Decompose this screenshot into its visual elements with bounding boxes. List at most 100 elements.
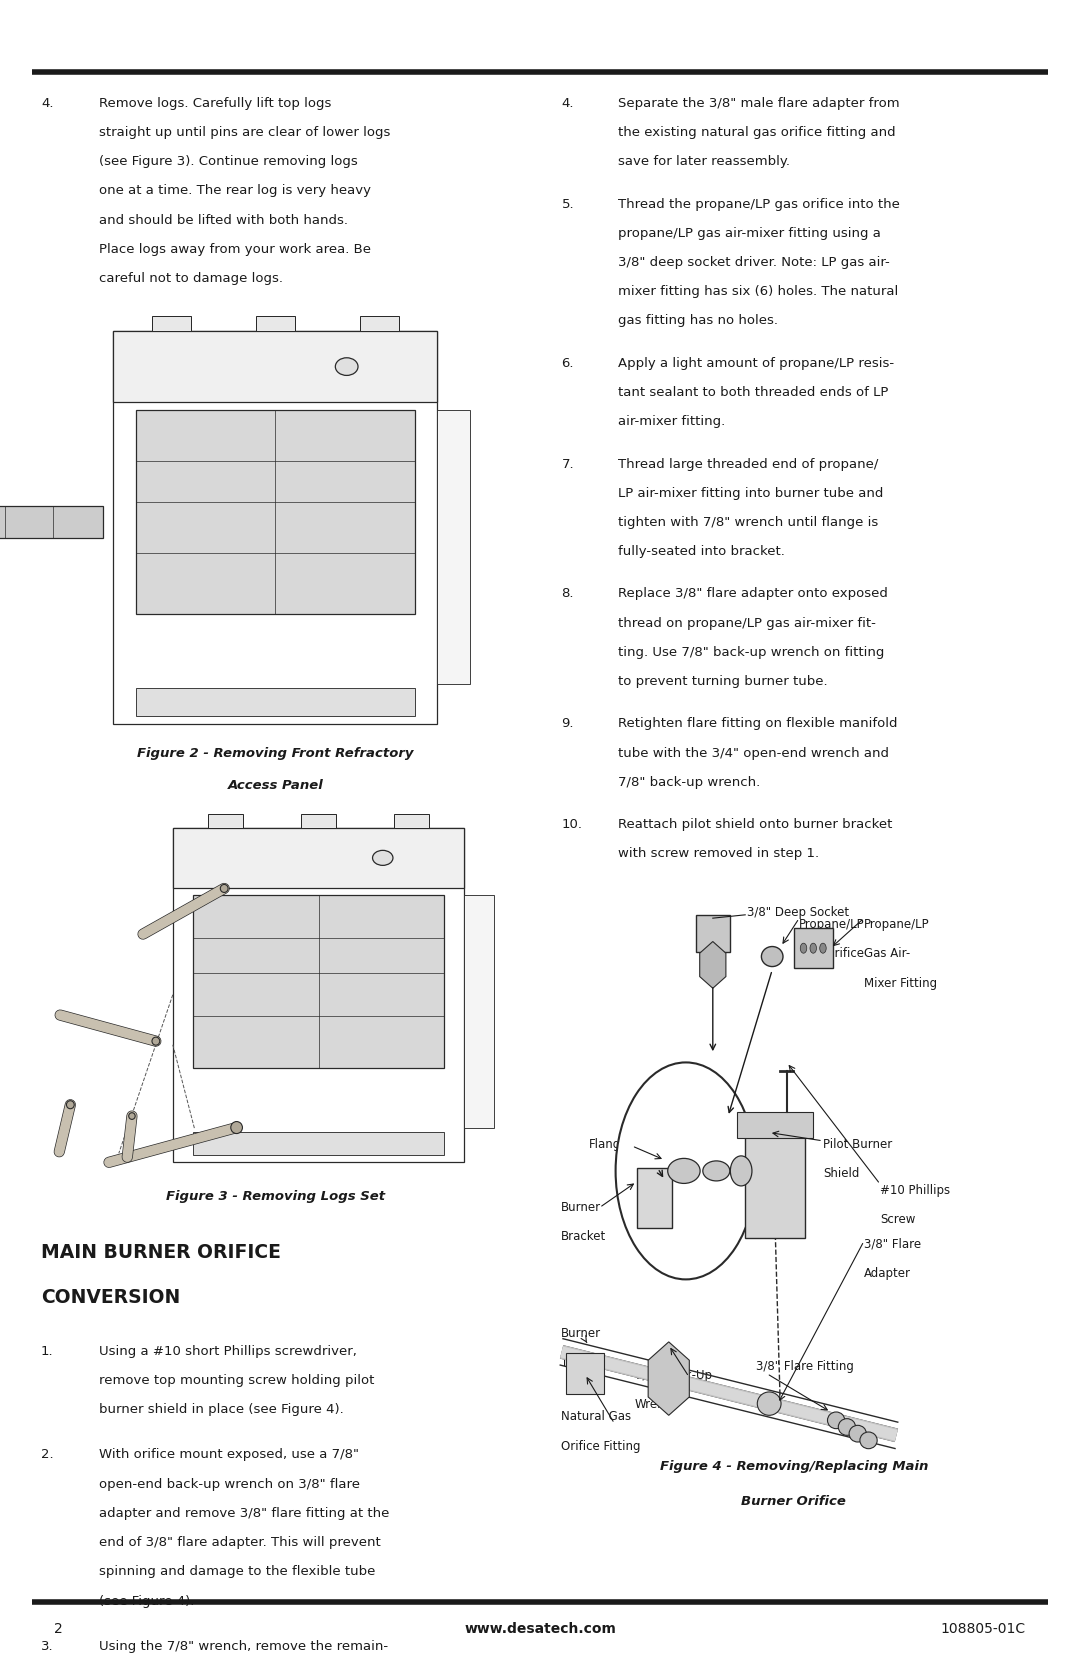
Text: With orifice mount exposed, use a 7/8": With orifice mount exposed, use a 7/8" xyxy=(99,1449,360,1462)
Text: Natural Gas: Natural Gas xyxy=(561,1410,631,1424)
Ellipse shape xyxy=(703,1162,730,1182)
Text: and should be lifted with both hands.: and should be lifted with both hands. xyxy=(99,214,349,227)
Text: air-mixer fitting.: air-mixer fitting. xyxy=(618,416,725,429)
Text: Access Panel: Access Panel xyxy=(228,779,323,793)
Bar xyxy=(113,332,437,724)
Text: Screw: Screw xyxy=(880,1213,916,1227)
Bar xyxy=(394,814,430,828)
Text: save for later reassembly.: save for later reassembly. xyxy=(618,155,789,169)
Ellipse shape xyxy=(761,946,783,966)
Text: Separate the 3/8" male flare adapter from: Separate the 3/8" male flare adapter fro… xyxy=(618,97,900,110)
Text: 3/8" deep socket driver. Note: LP gas air-: 3/8" deep socket driver. Note: LP gas ai… xyxy=(618,255,890,269)
Text: 3/8" Deep Socket: 3/8" Deep Socket xyxy=(747,906,850,920)
Text: Using the 7/8" wrench, remove the remain-: Using the 7/8" wrench, remove the remain… xyxy=(99,1641,389,1652)
Bar xyxy=(464,895,494,1128)
Text: Adapter: Adapter xyxy=(864,1267,912,1280)
Text: careful not to damage logs.: careful not to damage logs. xyxy=(99,272,283,285)
Text: Burner: Burner xyxy=(561,1327,600,1340)
Ellipse shape xyxy=(730,1157,752,1187)
Text: gas fitting has no holes.: gas fitting has no holes. xyxy=(618,314,778,327)
Text: Place logs away from your work area. Be: Place logs away from your work area. Be xyxy=(99,244,372,255)
Bar xyxy=(437,411,470,684)
Text: Shield: Shield xyxy=(823,1167,860,1180)
Text: Orifice Fitting: Orifice Fitting xyxy=(561,1439,640,1452)
Text: 7/8" back-up wrench.: 7/8" back-up wrench. xyxy=(618,776,760,789)
Ellipse shape xyxy=(373,851,393,866)
Text: 1.: 1. xyxy=(41,1345,54,1359)
Text: the existing natural gas orifice fitting and: the existing natural gas orifice fitting… xyxy=(618,127,895,139)
Text: tant sealant to both threaded ends of LP: tant sealant to both threaded ends of LP xyxy=(618,386,888,399)
Text: 2.: 2. xyxy=(41,1449,54,1462)
Text: Retighten flare fitting on flexible manifold: Retighten flare fitting on flexible mani… xyxy=(618,718,897,731)
Text: mixer fitting has six (6) holes. The natural: mixer fitting has six (6) holes. The nat… xyxy=(618,285,897,299)
Text: end of 3/8" flare adapter. This will prevent: end of 3/8" flare adapter. This will pre… xyxy=(99,1535,381,1549)
Text: Figure 4 - Removing/Replacing Main: Figure 4 - Removing/Replacing Main xyxy=(660,1460,928,1474)
Text: open-end back-up wrench on 3/8" flare: open-end back-up wrench on 3/8" flare xyxy=(99,1477,361,1490)
Text: 3/8" Flare: 3/8" Flare xyxy=(864,1238,921,1250)
Circle shape xyxy=(616,1063,756,1280)
Text: Burner: Burner xyxy=(561,1202,600,1213)
Text: Gas Orifice: Gas Orifice xyxy=(799,948,864,960)
Ellipse shape xyxy=(849,1425,866,1442)
Text: 10.: 10. xyxy=(562,818,582,831)
Bar xyxy=(113,332,437,402)
Text: thread on propane/LP gas air-mixer fit-: thread on propane/LP gas air-mixer fit- xyxy=(618,618,876,629)
Text: spinning and damage to the flexible tube: spinning and damage to the flexible tube xyxy=(99,1566,376,1579)
Text: MAIN BURNER ORIFICE: MAIN BURNER ORIFICE xyxy=(41,1243,281,1262)
Bar xyxy=(360,315,399,332)
Ellipse shape xyxy=(860,1432,877,1449)
Text: Using a #10 short Phillips screwdriver,: Using a #10 short Phillips screwdriver, xyxy=(99,1345,357,1359)
Text: Wrench: Wrench xyxy=(635,1399,679,1410)
Text: 3/8" Flare Fitting: 3/8" Flare Fitting xyxy=(756,1360,854,1374)
Ellipse shape xyxy=(336,357,359,376)
Bar xyxy=(207,814,243,828)
Text: 6.: 6. xyxy=(562,357,575,371)
Ellipse shape xyxy=(667,1158,700,1183)
Circle shape xyxy=(800,943,807,953)
Bar xyxy=(152,315,191,332)
Text: CONVERSION: CONVERSION xyxy=(41,1288,180,1307)
Text: 7.: 7. xyxy=(562,457,575,471)
Bar xyxy=(136,411,415,614)
Bar xyxy=(737,1113,813,1138)
Text: LP air-mixer fitting into burner tube and: LP air-mixer fitting into burner tube an… xyxy=(618,487,883,499)
Text: (see Figure 4).: (see Figure 4). xyxy=(99,1594,194,1607)
Bar xyxy=(0,506,103,537)
Text: 5.: 5. xyxy=(562,197,575,210)
Ellipse shape xyxy=(220,885,228,893)
Bar xyxy=(637,1168,672,1228)
Text: with screw removed in step 1.: with screw removed in step 1. xyxy=(618,848,819,861)
Text: 4.: 4. xyxy=(562,97,575,110)
Text: tube with the 3/4" open-end wrench and: tube with the 3/4" open-end wrench and xyxy=(618,746,889,759)
Text: 4.: 4. xyxy=(41,97,54,110)
Ellipse shape xyxy=(838,1419,855,1435)
Text: Pilot Burner: Pilot Burner xyxy=(823,1138,892,1150)
Bar xyxy=(566,1352,605,1395)
Ellipse shape xyxy=(67,1102,75,1108)
Ellipse shape xyxy=(129,1113,135,1120)
Bar xyxy=(794,928,833,968)
Text: Gas Air-: Gas Air- xyxy=(864,948,910,960)
Text: 8.: 8. xyxy=(562,587,575,601)
Text: ting. Use 7/8" back-up wrench on fitting: ting. Use 7/8" back-up wrench on fitting xyxy=(618,646,885,659)
Text: 9.: 9. xyxy=(562,718,575,731)
Bar xyxy=(193,895,444,1068)
Text: Burner Orifice: Burner Orifice xyxy=(741,1495,847,1509)
Bar xyxy=(256,315,295,332)
Text: one at a time. The rear log is very heavy: one at a time. The rear log is very heav… xyxy=(99,185,372,197)
Text: to prevent turning burner tube.: to prevent turning burner tube. xyxy=(618,676,827,688)
Text: Figure 2 - Removing Front Refractory: Figure 2 - Removing Front Refractory xyxy=(137,748,414,759)
Text: Replace 3/8" flare adapter onto exposed: Replace 3/8" flare adapter onto exposed xyxy=(618,587,888,601)
Bar xyxy=(136,688,415,716)
Text: (see Figure 3). Continue removing logs: (see Figure 3). Continue removing logs xyxy=(99,155,359,169)
Ellipse shape xyxy=(152,1036,160,1045)
Bar xyxy=(696,915,730,951)
Text: Figure 3 - Removing Logs Set: Figure 3 - Removing Logs Set xyxy=(166,1190,384,1203)
Ellipse shape xyxy=(231,1122,242,1133)
Text: Bracket: Bracket xyxy=(561,1230,606,1243)
Text: 3.: 3. xyxy=(41,1641,54,1652)
Text: Mixer Fitting: Mixer Fitting xyxy=(864,976,937,990)
Text: propane/LP gas air-mixer fitting using a: propane/LP gas air-mixer fitting using a xyxy=(618,227,880,240)
Bar xyxy=(173,828,464,1162)
Text: Thread large threaded end of propane/: Thread large threaded end of propane/ xyxy=(618,457,878,471)
